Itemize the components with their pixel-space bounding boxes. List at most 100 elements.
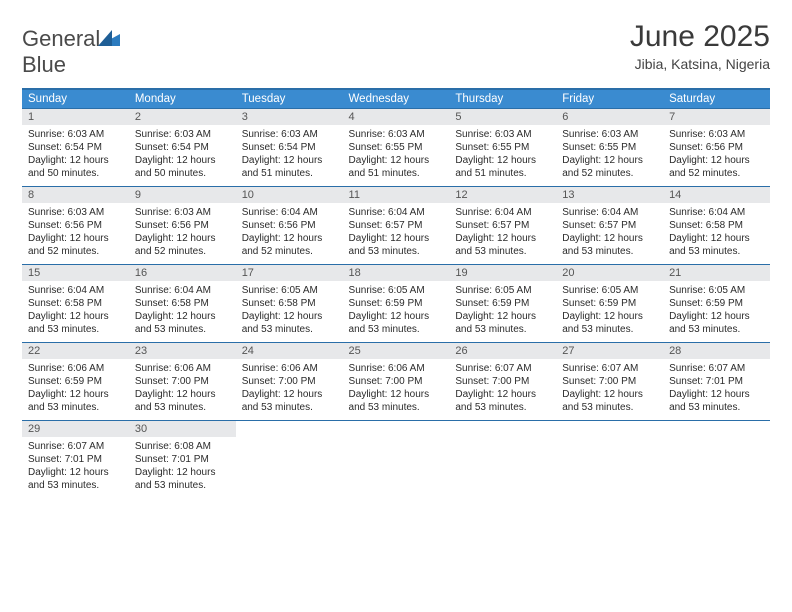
daylight-line-1: Daylight: 12 hours xyxy=(455,232,550,245)
daylight-line-1: Daylight: 12 hours xyxy=(669,388,764,401)
sunset-line: Sunset: 6:56 PM xyxy=(669,141,764,154)
day-of-week-row: Sunday Monday Tuesday Wednesday Thursday… xyxy=(22,89,770,109)
empty-cell xyxy=(343,421,450,499)
week-row: 29Sunrise: 6:07 AMSunset: 7:01 PMDayligh… xyxy=(22,421,770,499)
day-number: 14 xyxy=(663,187,770,203)
daylight-line-1: Daylight: 12 hours xyxy=(455,154,550,167)
sunset-line: Sunset: 7:00 PM xyxy=(455,375,550,388)
day-body: Sunrise: 6:03 AMSunset: 6:55 PMDaylight:… xyxy=(556,125,663,186)
daylight-line-1: Daylight: 12 hours xyxy=(135,232,230,245)
dow-friday: Friday xyxy=(556,89,663,109)
sunset-line: Sunset: 6:56 PM xyxy=(135,219,230,232)
sunrise-line: Sunrise: 6:06 AM xyxy=(349,362,444,375)
daylight-line-1: Daylight: 12 hours xyxy=(455,310,550,323)
daylight-line-1: Daylight: 12 hours xyxy=(135,388,230,401)
day-body: Sunrise: 6:06 AMSunset: 7:00 PMDaylight:… xyxy=(129,359,236,420)
day-cell: 12Sunrise: 6:04 AMSunset: 6:57 PMDayligh… xyxy=(449,187,556,265)
day-body: Sunrise: 6:07 AMSunset: 7:01 PMDaylight:… xyxy=(22,437,129,498)
sunrise-line: Sunrise: 6:07 AM xyxy=(455,362,550,375)
sunset-line: Sunset: 7:00 PM xyxy=(242,375,337,388)
sunset-line: Sunset: 7:00 PM xyxy=(562,375,657,388)
day-number: 15 xyxy=(22,265,129,281)
daylight-line-2: and 53 minutes. xyxy=(242,401,337,414)
day-cell: 19Sunrise: 6:05 AMSunset: 6:59 PMDayligh… xyxy=(449,265,556,343)
daylight-line-2: and 53 minutes. xyxy=(135,323,230,336)
daylight-line-2: and 52 minutes. xyxy=(242,245,337,258)
day-cell: 21Sunrise: 6:05 AMSunset: 6:59 PMDayligh… xyxy=(663,265,770,343)
sunrise-line: Sunrise: 6:03 AM xyxy=(135,206,230,219)
day-number: 19 xyxy=(449,265,556,281)
sail-icon xyxy=(98,30,120,51)
day-cell: 4Sunrise: 6:03 AMSunset: 6:55 PMDaylight… xyxy=(343,109,450,187)
sunrise-line: Sunrise: 6:03 AM xyxy=(135,128,230,141)
day-body-empty xyxy=(556,437,663,495)
day-cell: 30Sunrise: 6:08 AMSunset: 7:01 PMDayligh… xyxy=(129,421,236,499)
day-cell: 1Sunrise: 6:03 AMSunset: 6:54 PMDaylight… xyxy=(22,109,129,187)
daylight-line-2: and 53 minutes. xyxy=(562,245,657,258)
day-body: Sunrise: 6:06 AMSunset: 7:00 PMDaylight:… xyxy=(343,359,450,420)
day-cell: 23Sunrise: 6:06 AMSunset: 7:00 PMDayligh… xyxy=(129,343,236,421)
sunrise-line: Sunrise: 6:03 AM xyxy=(455,128,550,141)
sunset-line: Sunset: 6:55 PM xyxy=(349,141,444,154)
dow-wednesday: Wednesday xyxy=(343,89,450,109)
sunrise-line: Sunrise: 6:03 AM xyxy=(28,206,123,219)
dow-saturday: Saturday xyxy=(663,89,770,109)
dow-thursday: Thursday xyxy=(449,89,556,109)
sunset-line: Sunset: 6:56 PM xyxy=(28,219,123,232)
daylight-line-2: and 53 minutes. xyxy=(349,323,444,336)
day-number: 13 xyxy=(556,187,663,203)
sunrise-line: Sunrise: 6:04 AM xyxy=(455,206,550,219)
day-cell: 17Sunrise: 6:05 AMSunset: 6:58 PMDayligh… xyxy=(236,265,343,343)
daylight-line-2: and 53 minutes. xyxy=(455,401,550,414)
sunrise-line: Sunrise: 6:05 AM xyxy=(669,284,764,297)
day-cell: 24Sunrise: 6:06 AMSunset: 7:00 PMDayligh… xyxy=(236,343,343,421)
day-cell: 9 Sunrise: 6:03 AMSunset: 6:56 PMDaylight… xyxy=(129,187,236,265)
daylight-line-1: Daylight: 12 hours xyxy=(135,154,230,167)
day-number: 9 xyxy=(129,187,236,203)
day-number: 2 xyxy=(129,109,236,125)
daylight-line-2: and 53 minutes. xyxy=(135,479,230,492)
daylight-line-1: Daylight: 12 hours xyxy=(28,466,123,479)
sunset-line: Sunset: 6:57 PM xyxy=(349,219,444,232)
day-body: Sunrise: 6:04 AMSunset: 6:58 PMDaylight:… xyxy=(129,281,236,342)
sunset-line: Sunset: 7:00 PM xyxy=(135,375,230,388)
sunrise-line: Sunrise: 6:07 AM xyxy=(562,362,657,375)
daylight-line-2: and 53 minutes. xyxy=(562,401,657,414)
sunset-line: Sunset: 6:59 PM xyxy=(562,297,657,310)
day-body: Sunrise: 6:03 AMSunset: 6:56 PMDaylight:… xyxy=(663,125,770,186)
daylight-line-1: Daylight: 12 hours xyxy=(28,310,123,323)
daylight-line-1: Daylight: 12 hours xyxy=(669,154,764,167)
day-number: 10 xyxy=(236,187,343,203)
day-body: Sunrise: 6:04 AMSunset: 6:57 PMDaylight:… xyxy=(343,203,450,264)
day-number: 6 xyxy=(556,109,663,125)
sunrise-line: Sunrise: 6:04 AM xyxy=(669,206,764,219)
daylight-line-1: Daylight: 12 hours xyxy=(562,388,657,401)
sunset-line: Sunset: 6:57 PM xyxy=(562,219,657,232)
day-cell: 29Sunrise: 6:07 AMSunset: 7:01 PMDayligh… xyxy=(22,421,129,499)
day-body: Sunrise: 6:07 AMSunset: 7:01 PMDaylight:… xyxy=(663,359,770,420)
day-cell: 10Sunrise: 6:04 AMSunset: 6:56 PMDayligh… xyxy=(236,187,343,265)
day-number: 8 xyxy=(22,187,129,203)
calendar-page: General Blue June 2025 Jibia, Katsina, N… xyxy=(0,0,792,518)
daylight-line-2: and 52 minutes. xyxy=(28,245,123,258)
day-cell: 2Sunrise: 6:03 AMSunset: 6:54 PMDaylight… xyxy=(129,109,236,187)
day-body: Sunrise: 6:04 AMSunset: 6:58 PMDaylight:… xyxy=(22,281,129,342)
day-cell: 20Sunrise: 6:05 AMSunset: 6:59 PMDayligh… xyxy=(556,265,663,343)
day-body-empty xyxy=(663,437,770,495)
week-row: 22Sunrise: 6:06 AMSunset: 6:59 PMDayligh… xyxy=(22,343,770,421)
sunrise-line: Sunrise: 6:04 AM xyxy=(349,206,444,219)
day-cell: 14Sunrise: 6:04 AMSunset: 6:58 PMDayligh… xyxy=(663,187,770,265)
empty-cell xyxy=(449,421,556,499)
week-row: 15Sunrise: 6:04 AMSunset: 6:58 PMDayligh… xyxy=(22,265,770,343)
sunrise-line: Sunrise: 6:05 AM xyxy=(562,284,657,297)
location-subtitle: Jibia, Katsina, Nigeria xyxy=(630,56,770,72)
day-body: Sunrise: 6:05 AMSunset: 6:58 PMDaylight:… xyxy=(236,281,343,342)
day-number: 4 xyxy=(343,109,450,125)
sunrise-line: Sunrise: 6:05 AM xyxy=(242,284,337,297)
day-cell: 28Sunrise: 6:07 AMSunset: 7:01 PMDayligh… xyxy=(663,343,770,421)
logo-text-block: General Blue xyxy=(22,26,120,78)
daylight-line-1: Daylight: 12 hours xyxy=(669,310,764,323)
calendar-table: Sunday Monday Tuesday Wednesday Thursday… xyxy=(22,88,770,498)
day-number-empty xyxy=(449,421,556,437)
logo-word1: General xyxy=(22,26,100,51)
